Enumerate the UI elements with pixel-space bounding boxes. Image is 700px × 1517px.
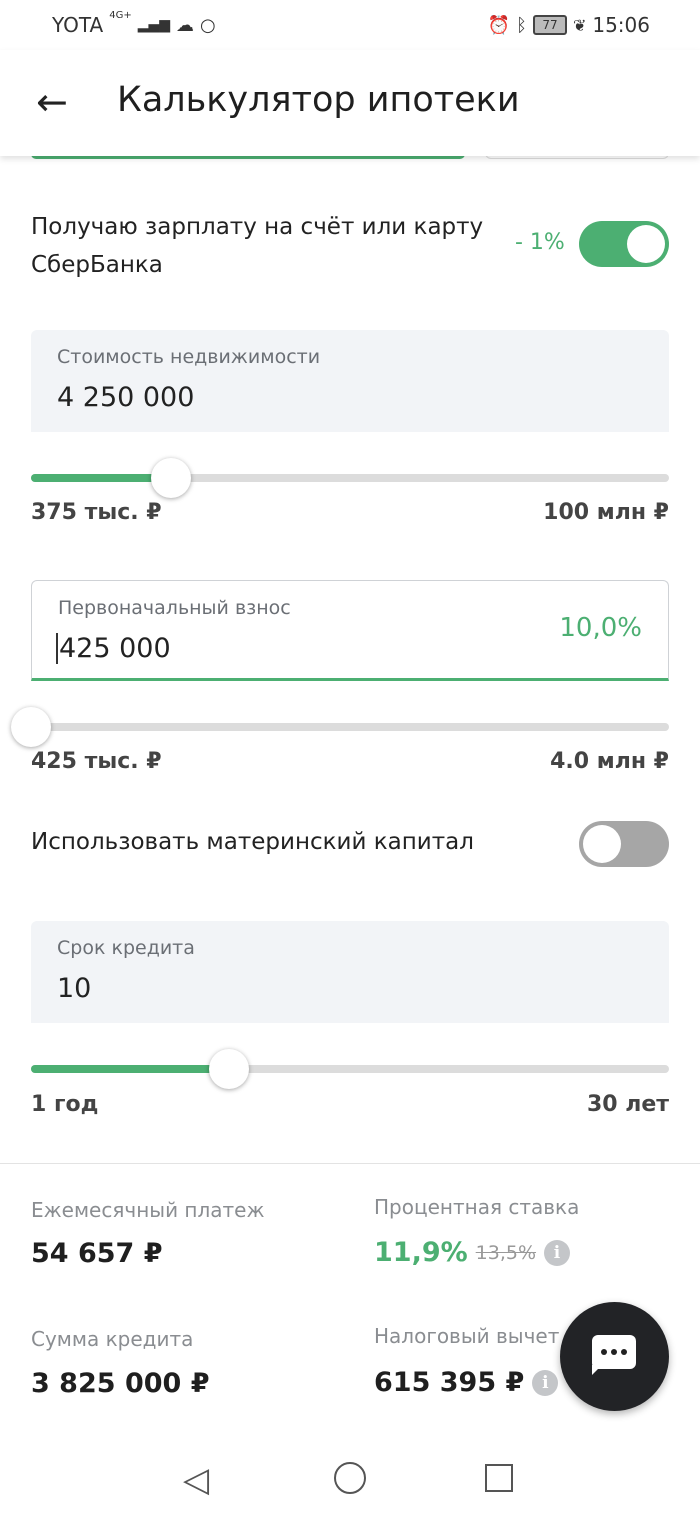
property-price-label: Стоимость недвижимости — [57, 346, 321, 368]
property-min: 375 тыс. ₽ — [31, 500, 162, 525]
down-payment-field[interactable]: Первоначальный взнос 425 000 10,0% — [31, 580, 669, 681]
slider-thumb[interactable] — [208, 1049, 249, 1089]
loan-value: 3 825 000 ₽ — [31, 1368, 210, 1399]
nav-bar: ◁ — [0, 1440, 700, 1517]
property-max: 100 млн ₽ — [543, 500, 669, 525]
maternity-toggle[interactable] — [579, 821, 669, 867]
term-field[interactable]: Срок кредита 10 — [31, 921, 669, 1023]
property-price-slider[interactable] — [31, 458, 669, 498]
status-bar: YOTA 4G+ ▂▄▆ ☁ ○ ⏰ ᛒ 77 ❦ 15:06 — [0, 0, 700, 50]
bluetooth-icon: ᛒ — [516, 14, 527, 36]
down-payment-max: 4.0 млн ₽ — [550, 749, 669, 774]
slider-fill — [31, 474, 172, 482]
property-price-field[interactable]: Стоимость недвижимости 4 250 000 — [31, 330, 669, 432]
chat-button[interactable] — [560, 1302, 669, 1411]
loading-icon: ○ — [200, 14, 216, 36]
alarm-icon: ⏰ — [487, 14, 511, 36]
down-payment-slider[interactable] — [11, 707, 669, 747]
maternity-label: Использовать материнский капитал — [31, 829, 474, 855]
rate-old: 13,5% — [475, 1241, 537, 1264]
rate-value: 11,9% — [374, 1237, 468, 1268]
chat-icon — [592, 1335, 636, 1375]
monthly-value: 54 657 ₽ — [31, 1238, 163, 1269]
down-payment-label: Первоначальный взнос — [58, 597, 291, 619]
info-icon[interactable]: i — [544, 1239, 571, 1266]
term-max: 30 лет — [586, 1092, 669, 1117]
nav-recents-icon[interactable] — [485, 1464, 513, 1492]
term-label: Срок кредита — [57, 937, 195, 959]
property-price-value[interactable]: 4 250 000 — [57, 382, 195, 413]
nav-back-icon[interactable]: ◁ — [183, 1460, 210, 1500]
rate-row: 11,9% 13,5% i — [374, 1237, 571, 1268]
down-payment-value[interactable]: 425 000 — [56, 633, 171, 664]
salary-label: Получаю зарплату на счёт или карту СберБ… — [31, 214, 484, 278]
down-payment-min: 425 тыс. ₽ — [31, 749, 162, 774]
salary-discount: - 1% — [515, 230, 565, 255]
rate-label: Процентная ставка — [374, 1195, 580, 1219]
down-payment-percent: 10,0% — [559, 613, 642, 643]
loan-label: Сумма кредита — [31, 1327, 194, 1351]
slider-thumb[interactable] — [151, 458, 192, 498]
term-value[interactable]: 10 — [57, 973, 92, 1004]
page-title: Калькулятор ипотеки — [117, 80, 520, 120]
cloud-icon: ☁ — [176, 14, 195, 36]
network-type: 4G+ — [109, 10, 132, 21]
app-header: ← Калькулятор ипотеки — [0, 50, 700, 156]
clock: 15:06 — [592, 13, 650, 37]
nav-home-icon[interactable] — [334, 1462, 366, 1494]
tax-row: 615 395 ₽ i — [374, 1367, 559, 1398]
term-slider[interactable] — [31, 1049, 669, 1089]
term-min: 1 год — [31, 1092, 99, 1117]
leaf-icon: ❦ — [572, 15, 587, 35]
back-arrow-icon[interactable]: ← — [36, 80, 68, 124]
tax-value: 615 395 ₽ — [374, 1367, 525, 1398]
carrier: YOTA — [52, 13, 104, 37]
divider — [0, 1163, 700, 1164]
battery-icon: 77 — [532, 15, 567, 35]
slider-fill — [31, 1065, 229, 1073]
slider-thumb[interactable] — [11, 707, 51, 747]
salary-toggle[interactable] — [579, 221, 669, 267]
info-icon[interactable]: i — [532, 1369, 559, 1396]
signal-icon: ▂▄▆ — [137, 17, 171, 33]
tax-label: Налоговый вычет — [374, 1324, 560, 1348]
monthly-label: Ежемесячный платеж — [31, 1198, 265, 1222]
